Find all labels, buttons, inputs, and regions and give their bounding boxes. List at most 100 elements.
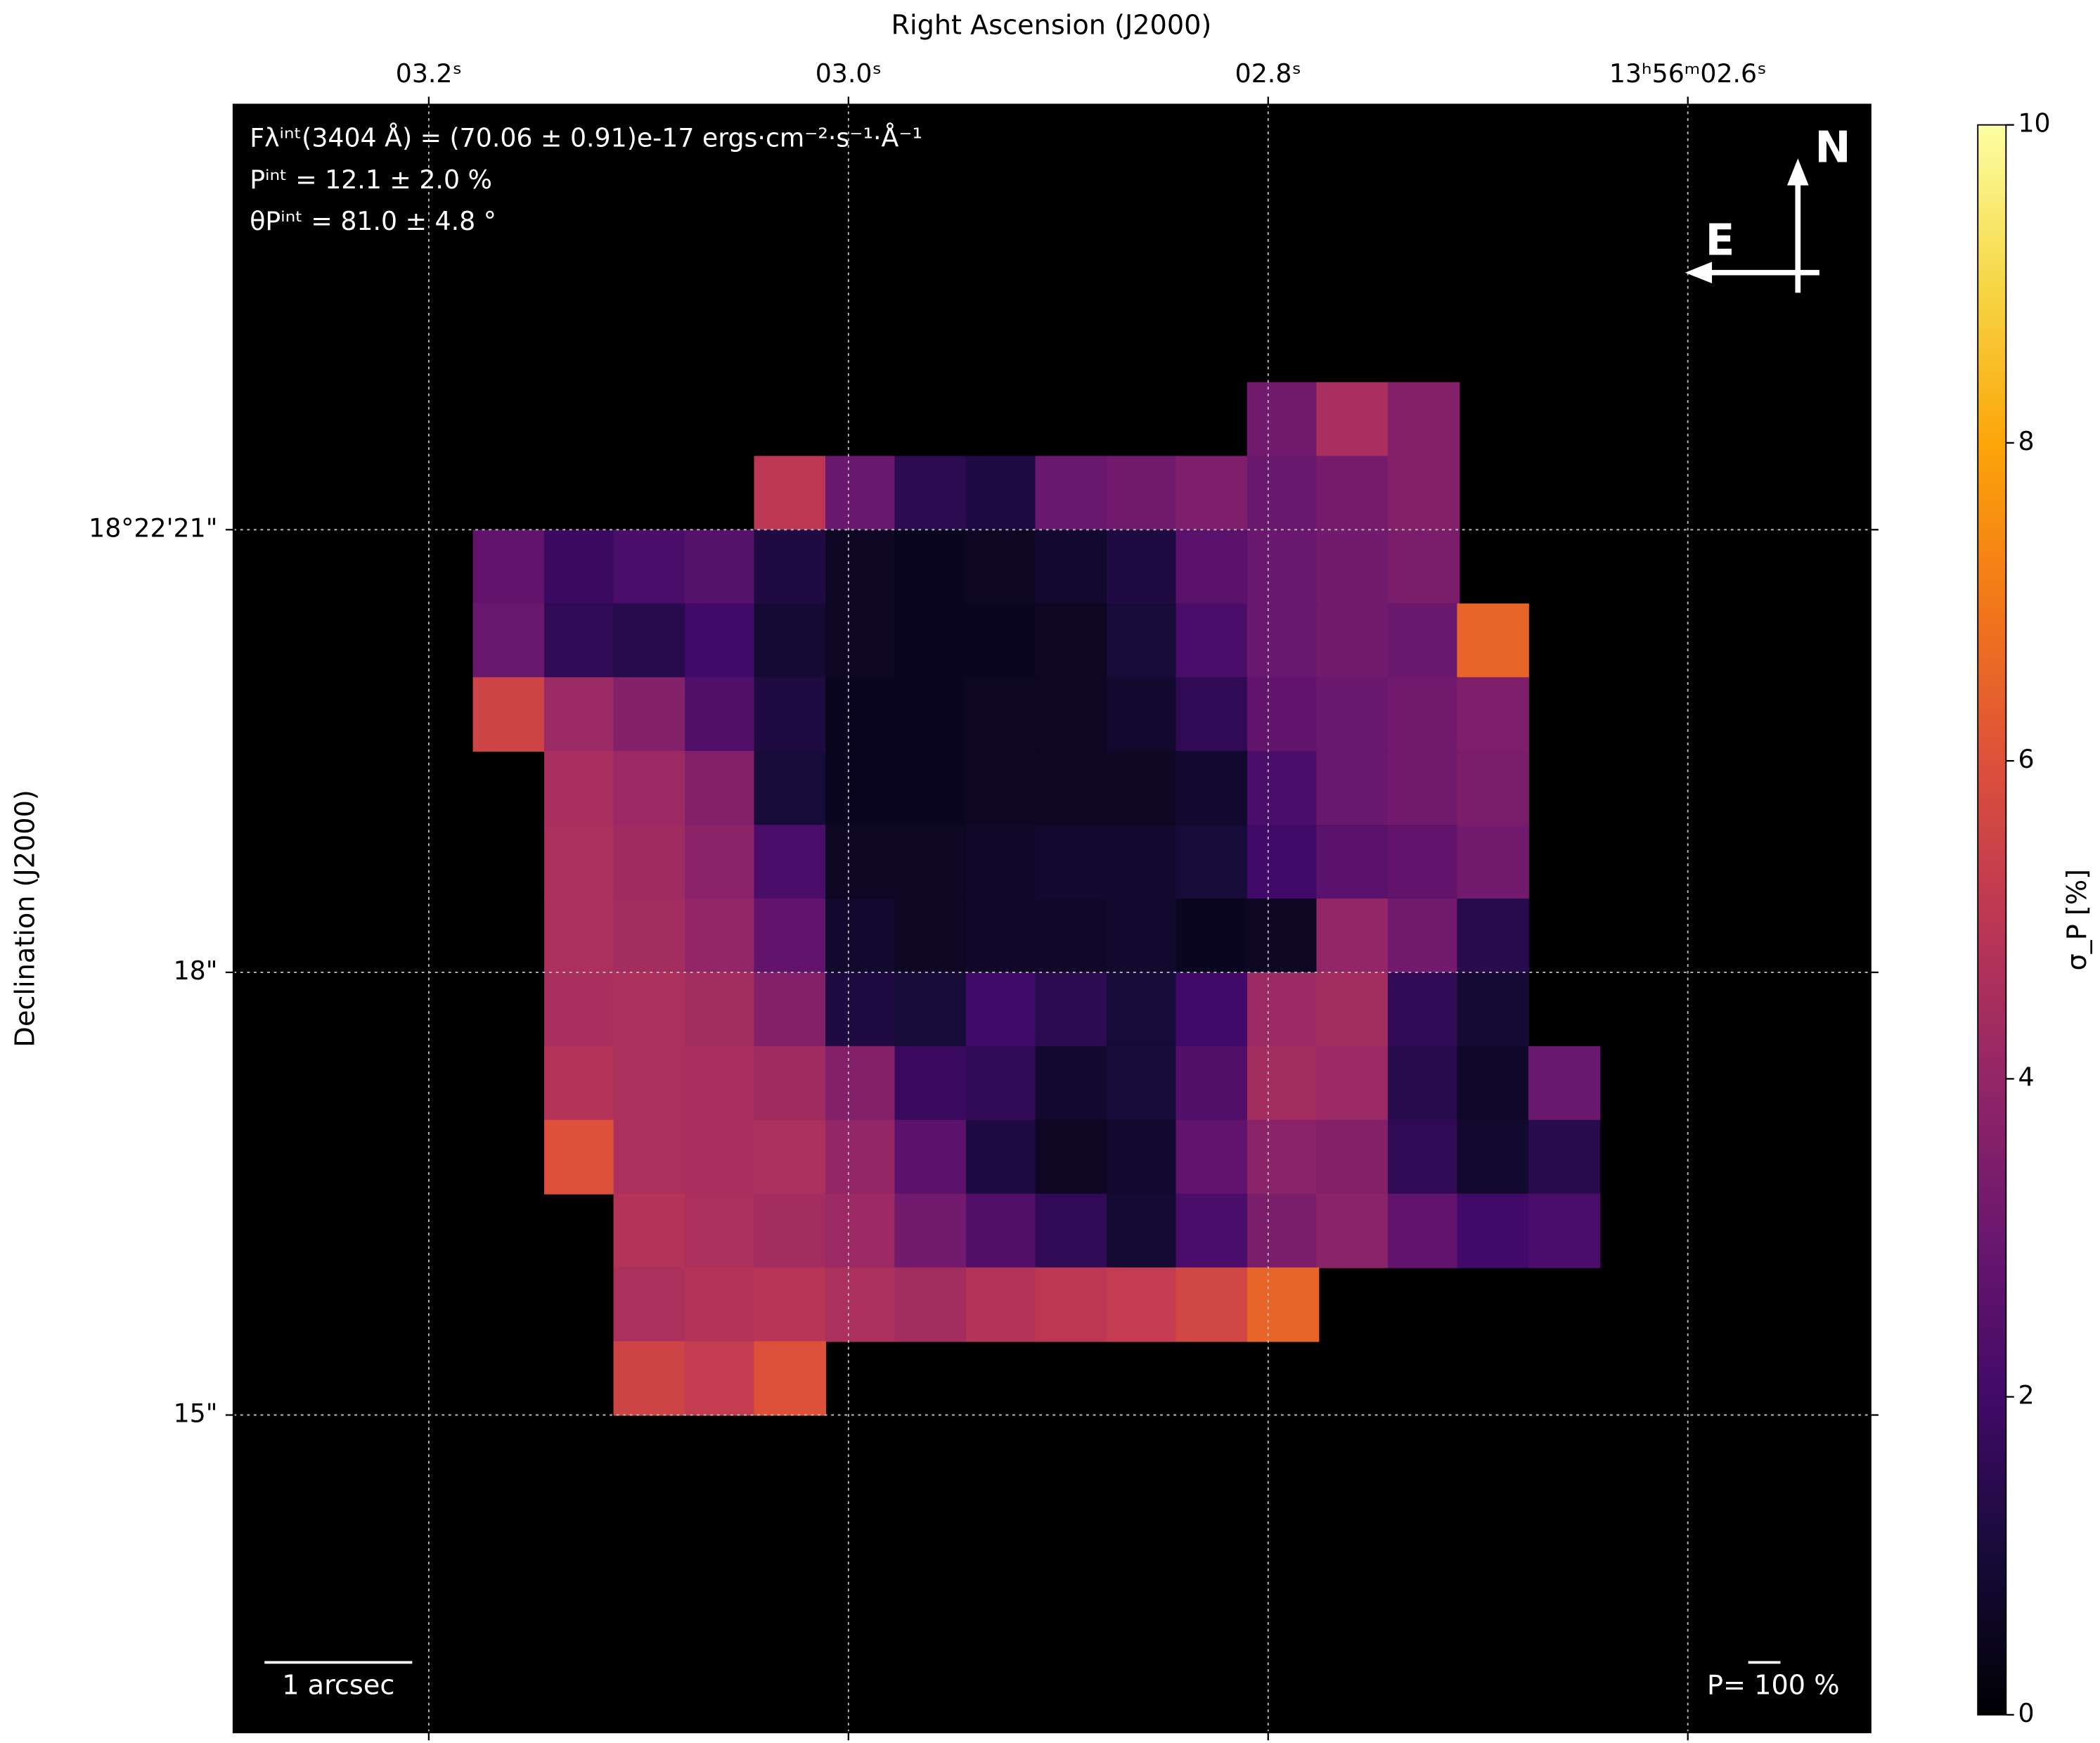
cell — [1106, 751, 1179, 826]
cell — [965, 1193, 1038, 1268]
cell — [894, 529, 967, 605]
cell — [965, 677, 1038, 752]
cell — [894, 899, 967, 973]
cell — [1528, 1119, 1601, 1195]
x-tick-label: 03.0ˢ — [816, 58, 882, 89]
cell — [1387, 382, 1460, 457]
compass — [1684, 158, 1819, 293]
cell — [1247, 677, 1320, 752]
cell — [1387, 899, 1460, 973]
cell — [472, 603, 546, 678]
cell — [894, 603, 967, 678]
cell — [1247, 825, 1320, 899]
cell — [1457, 1119, 1529, 1195]
cell — [965, 751, 1038, 826]
plot-frame — [232, 103, 1872, 1734]
cell — [1175, 751, 1248, 826]
cell — [1247, 529, 1320, 605]
cell — [1247, 1267, 1320, 1342]
cell — [1247, 456, 1320, 531]
cell — [1175, 456, 1248, 531]
cell — [544, 1119, 617, 1195]
cell — [613, 1193, 685, 1268]
cell — [754, 677, 826, 752]
cell — [685, 529, 757, 605]
cell — [1175, 972, 1248, 1047]
y-axis-label: Declination (J2000) — [11, 790, 41, 1047]
cell — [1035, 529, 1107, 605]
cell — [613, 1341, 685, 1416]
heatmap — [472, 382, 1601, 1416]
cell — [613, 1267, 685, 1342]
cell — [894, 972, 967, 1047]
cell — [754, 751, 826, 826]
cell — [685, 751, 757, 826]
y-tick-label: 18°22'21" — [89, 513, 217, 543]
cell — [1457, 677, 1529, 752]
cell — [1387, 751, 1460, 826]
cell — [1316, 1193, 1389, 1268]
cell — [1316, 825, 1389, 899]
cell — [1035, 1193, 1107, 1268]
cell — [544, 677, 617, 752]
cell — [1175, 529, 1248, 605]
cell — [472, 677, 546, 752]
x-tick-label: 02.8ˢ — [1235, 58, 1301, 89]
cell — [754, 603, 826, 678]
cell — [754, 972, 826, 1047]
cell — [613, 825, 685, 899]
cell — [1175, 1267, 1248, 1342]
cell — [1316, 456, 1389, 531]
cell — [1387, 1046, 1460, 1121]
annotation: Pⁱⁿᵗ = 12.1 ± 2.0 % — [250, 165, 492, 195]
cell — [613, 603, 685, 678]
cell — [965, 825, 1038, 899]
cell — [825, 603, 898, 678]
cell — [1457, 1193, 1529, 1268]
north-arrowhead — [1787, 158, 1809, 186]
cell — [1106, 1046, 1179, 1121]
compass-east: E — [1706, 215, 1735, 265]
colorbar-tick-label: 0 — [2018, 1698, 2034, 1728]
colorbar-tick-label: 10 — [2018, 108, 2050, 139]
vector-scale-label: P= 100 % — [1707, 1670, 1839, 1701]
cell — [1316, 1046, 1389, 1121]
cell — [1247, 382, 1320, 457]
cell — [1175, 899, 1248, 973]
cell — [1457, 1046, 1529, 1121]
cell — [965, 456, 1038, 531]
cell — [825, 825, 898, 899]
cell — [685, 677, 757, 752]
cell — [1457, 972, 1529, 1047]
cell — [685, 1341, 757, 1416]
colorbar — [1977, 124, 2007, 1716]
colorbar-tick-label: 2 — [2018, 1380, 2034, 1410]
cell — [685, 1119, 757, 1195]
cell — [613, 529, 685, 605]
cell — [1247, 751, 1320, 826]
east-arrowhead — [1684, 262, 1713, 283]
cell — [685, 603, 757, 678]
cell — [1035, 677, 1107, 752]
cell — [1035, 1267, 1107, 1342]
cell — [1387, 825, 1460, 899]
cell — [1175, 1119, 1248, 1195]
cell — [544, 825, 617, 899]
cell — [1387, 1119, 1460, 1195]
cell — [1528, 1046, 1601, 1121]
x-axis-label: Right Ascension (J2000) — [891, 11, 1211, 41]
cell — [1175, 1193, 1248, 1268]
cell — [1175, 1046, 1248, 1121]
cell — [1035, 972, 1107, 1047]
cell — [1316, 751, 1389, 826]
cell — [544, 972, 617, 1047]
cell — [754, 456, 826, 531]
cell — [1035, 751, 1107, 826]
cell — [685, 899, 757, 973]
x-tick-label: 13ʰ56ᵐ02.6ˢ — [1609, 58, 1767, 89]
cell — [1247, 972, 1320, 1047]
cell — [1106, 972, 1179, 1047]
cell — [754, 1341, 826, 1416]
cell — [1316, 1119, 1389, 1195]
cell — [825, 899, 898, 973]
